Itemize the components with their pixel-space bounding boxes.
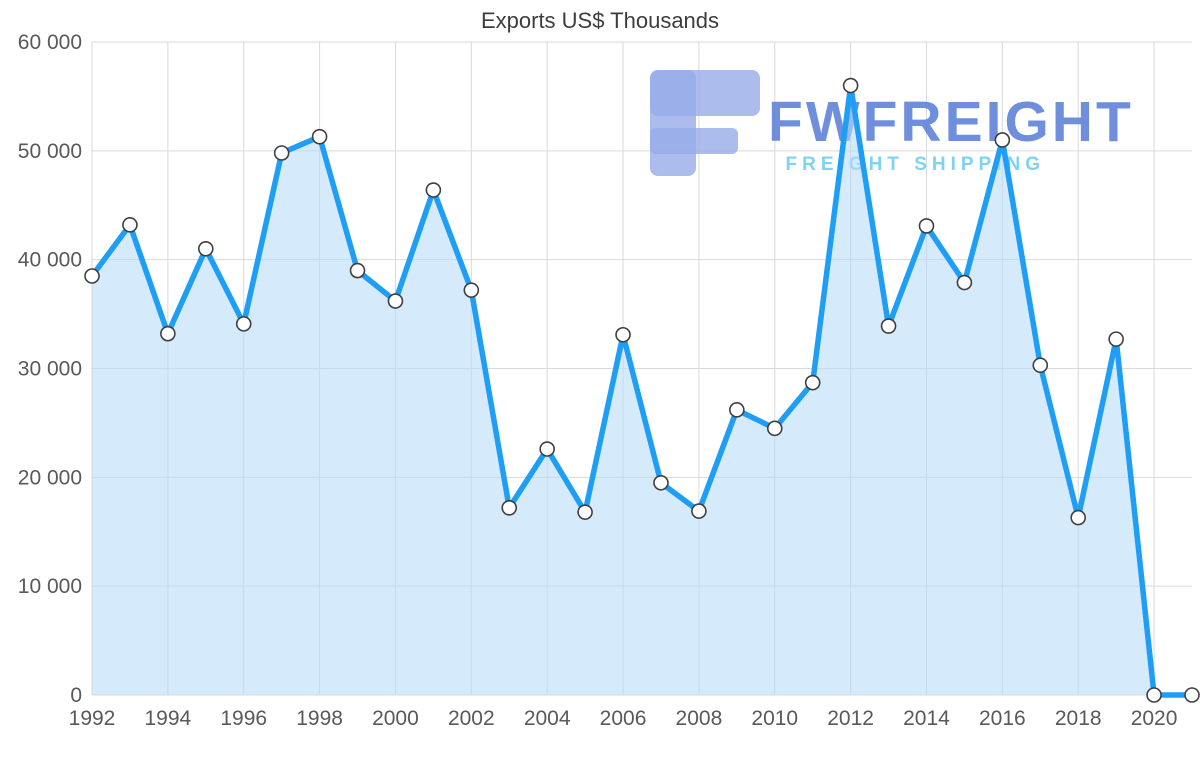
x-axis-tick-label: 2006 bbox=[600, 707, 647, 730]
x-axis-tick-label: 2010 bbox=[751, 707, 798, 730]
x-axis-tick-label: 2004 bbox=[524, 707, 571, 730]
brand-logo-icon bbox=[650, 128, 738, 154]
data-point-marker bbox=[197, 240, 214, 257]
data-point-marker bbox=[880, 318, 897, 334]
y-axis-tick-label: 10 000 bbox=[18, 575, 82, 598]
data-point-marker bbox=[577, 504, 593, 520]
x-axis-tick-label: 2000 bbox=[372, 707, 419, 730]
x-axis-tick-label: 2020 bbox=[1131, 707, 1178, 730]
data-point-marker bbox=[160, 325, 176, 342]
watermark-brand-text: FWFREIGHT bbox=[768, 90, 1134, 154]
data-point-marker bbox=[539, 441, 555, 457]
data-point-marker bbox=[653, 474, 669, 491]
data-point-marker bbox=[311, 128, 328, 145]
data-point-marker bbox=[84, 268, 100, 284]
x-axis-tick-label: 1996 bbox=[220, 707, 267, 730]
data-point-marker bbox=[918, 218, 935, 234]
x-axis-tick-label: 2018 bbox=[1055, 707, 1102, 730]
y-axis-tick-label: 40 000 bbox=[18, 249, 82, 272]
y-axis-tick-label: 20 000 bbox=[18, 466, 82, 489]
brand-logo-icon bbox=[650, 70, 696, 176]
x-axis-tick-label: 1992 bbox=[69, 707, 116, 730]
data-point-marker bbox=[387, 293, 404, 309]
data-point-marker bbox=[804, 374, 821, 391]
data-point-marker bbox=[1070, 509, 1087, 526]
data-point-marker bbox=[235, 316, 252, 332]
x-axis-tick-label: 2008 bbox=[676, 707, 723, 730]
series-line bbox=[89, 82, 1195, 698]
y-axis-tick-label: 50 000 bbox=[18, 140, 82, 163]
data-point-marker bbox=[425, 182, 442, 198]
data-point-marker bbox=[122, 217, 138, 233]
data-point-marker bbox=[994, 132, 1011, 148]
data-point-marker bbox=[842, 77, 859, 94]
x-axis-tick-label: 2002 bbox=[448, 707, 495, 730]
y-axis-tick-label: 60 000 bbox=[18, 31, 82, 54]
data-point-marker bbox=[1146, 687, 1162, 703]
data-point-marker bbox=[273, 145, 290, 161]
x-axis-tick-label: 1994 bbox=[145, 707, 192, 730]
data-point-marker bbox=[1108, 331, 1124, 347]
data-point-marker bbox=[463, 282, 480, 298]
data-point-marker bbox=[766, 420, 783, 437]
data-point-marker bbox=[349, 262, 366, 279]
x-axis-tick-label: 2016 bbox=[979, 707, 1026, 730]
y-axis-tick-label: 0 bbox=[70, 684, 82, 707]
x-axis-tick-label: 1998 bbox=[296, 707, 343, 730]
data-point-marker bbox=[501, 500, 518, 516]
data-point-marker bbox=[615, 326, 631, 343]
series-area bbox=[92, 85, 1192, 696]
x-axis-tick-label: 2012 bbox=[827, 707, 874, 730]
x-axis-tick-label: 2014 bbox=[903, 707, 950, 730]
data-point-marker bbox=[691, 503, 707, 519]
data-point-marker bbox=[1184, 687, 1200, 703]
data-point-marker bbox=[729, 402, 745, 418]
data-point-marker bbox=[956, 274, 973, 291]
y-axis-tick-label: 30 000 bbox=[18, 358, 82, 381]
data-point-marker bbox=[1032, 357, 1049, 374]
